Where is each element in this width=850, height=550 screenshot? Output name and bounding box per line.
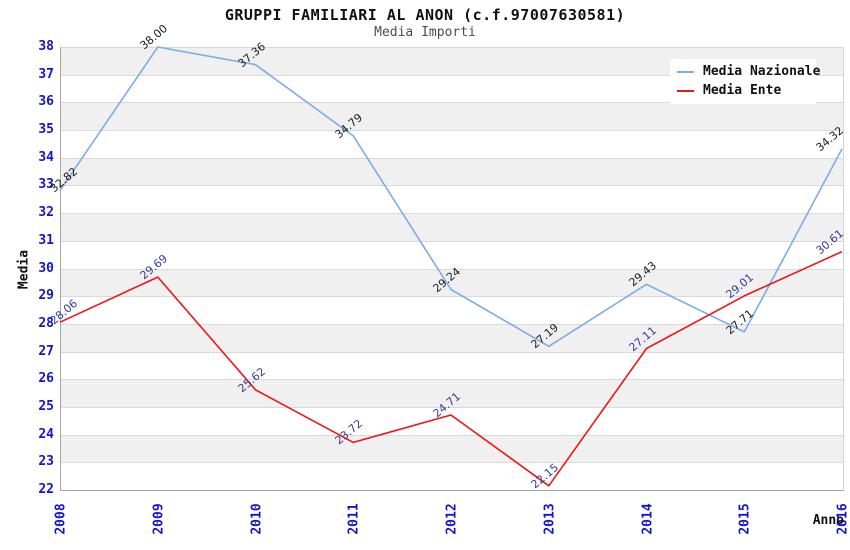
y-tick-label: 34 xyxy=(38,149,54,165)
y-tick-label: 23 xyxy=(38,454,54,470)
grid-band xyxy=(61,351,843,380)
y-tick-label: 27 xyxy=(38,343,54,359)
legend-item-media-nazionale: Media Nazionale xyxy=(670,62,820,81)
y-tick-label: 29 xyxy=(38,288,54,304)
y-tick-label: 22 xyxy=(38,482,54,497)
y-tick-label: 30 xyxy=(38,260,54,276)
x-tick-label: 2012 xyxy=(444,503,460,535)
grid-band xyxy=(61,296,843,324)
x-tick-label: 2009 xyxy=(151,503,167,535)
x-tick-label: 2015 xyxy=(737,503,753,535)
x-axis-title: Anno xyxy=(812,513,844,528)
x-tick-label: 2011 xyxy=(346,503,362,535)
x-tick-label: 2008 xyxy=(53,503,69,535)
legend-item-media-ente: Media Ente xyxy=(670,81,816,100)
y-tick-label: 28 xyxy=(38,315,54,331)
y-tick-label: 25 xyxy=(38,398,54,414)
legend-swatch-media-nazionale xyxy=(677,70,694,73)
y-tick-label: 32 xyxy=(38,205,54,221)
grid-band xyxy=(61,130,843,158)
grid-band xyxy=(61,185,843,214)
legend-label: Media Nazionale xyxy=(703,64,821,79)
grid-band xyxy=(61,157,843,186)
grid-band xyxy=(61,462,843,490)
y-tick-label: 26 xyxy=(38,371,54,387)
y-tick-label: 24 xyxy=(38,426,54,442)
x-tick-label: 2014 xyxy=(640,503,655,535)
legend-swatch-media-ente xyxy=(677,89,694,92)
y-tick-label: 37 xyxy=(38,66,54,82)
chart-title: GRUPPI FAMILIARI AL ANON (c.f.9700763058… xyxy=(224,6,626,24)
grid-band xyxy=(61,406,843,435)
y-tick-label: 38 xyxy=(38,39,54,54)
y-axis-title: Media xyxy=(16,249,32,290)
y-tick-label: 31 xyxy=(38,232,54,248)
grid-band xyxy=(61,213,843,241)
y-tick-label: 36 xyxy=(38,94,54,110)
x-tick-label: 2010 xyxy=(249,503,264,535)
chart-subtitle: Media Importi xyxy=(374,25,476,40)
x-tick-label: 2013 xyxy=(542,503,558,535)
grid-band xyxy=(61,240,843,269)
grid-band xyxy=(61,434,843,463)
legend: Media Nazionale Media Ente xyxy=(670,59,820,104)
legend-label: Media Ente xyxy=(703,83,782,98)
y-tick-label: 35 xyxy=(38,122,54,138)
grid-band xyxy=(61,102,843,131)
y-tick-label: 33 xyxy=(38,177,54,193)
